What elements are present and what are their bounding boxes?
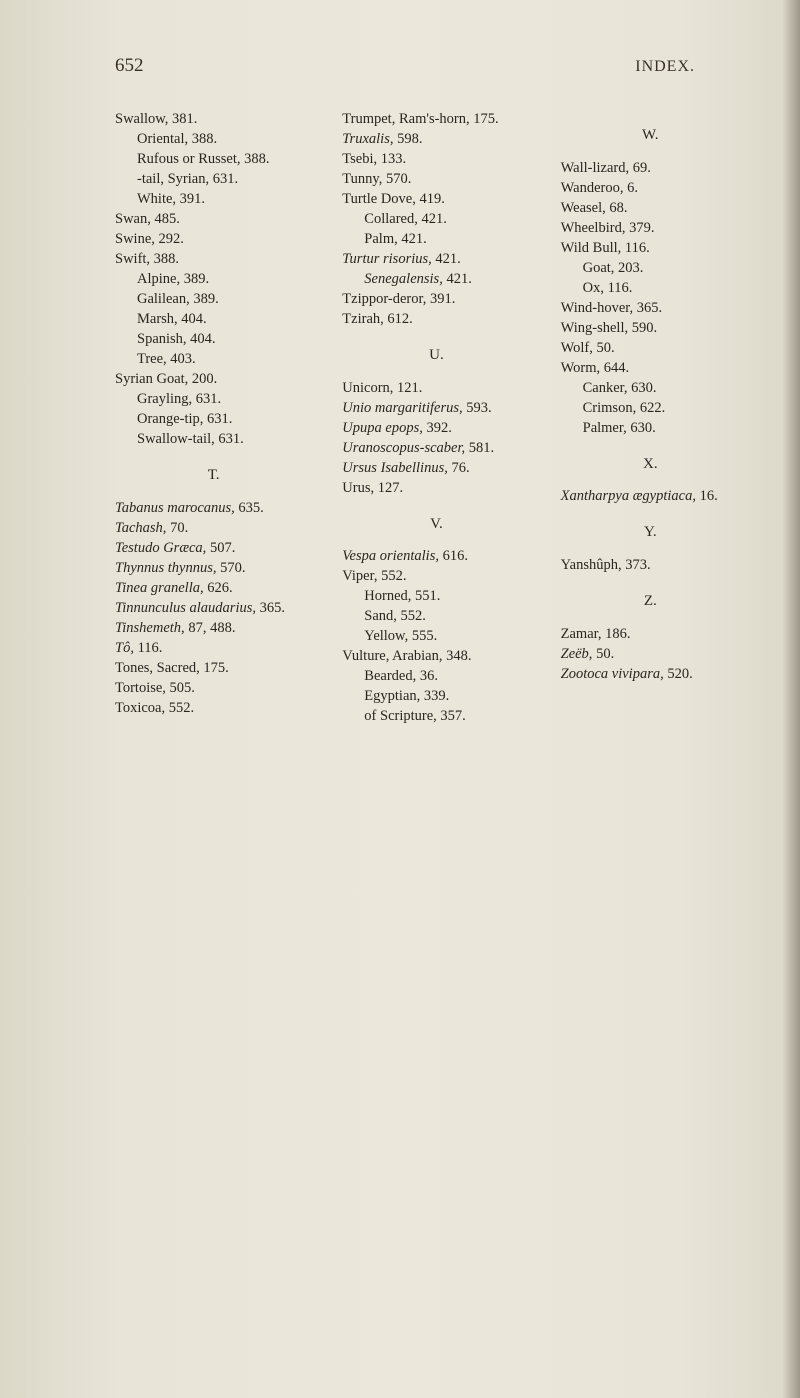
index-entry: Wing-shell, 590.: [561, 318, 740, 338]
index-entry: Tsebi, 133.: [342, 149, 530, 169]
index-entry: of Scripture, 357.: [342, 706, 530, 726]
index-entry: Oriental, 388.: [115, 129, 312, 149]
index-entry: Turtle Dove, 419.: [342, 189, 530, 209]
index-entry: Swift, 388.: [115, 249, 312, 269]
index-entry: Yellow, 555.: [342, 626, 530, 646]
index-entry: Thynnus thynnus, 570.: [115, 558, 312, 578]
index-entry: Ox, 116.: [561, 278, 740, 298]
index-entry: Alpine, 389.: [115, 269, 312, 289]
index-entry: Yanshûph, 373.: [561, 555, 740, 575]
index-entry: Toxicoa, 552.: [115, 698, 312, 718]
index-entry: Tinshemeth, 87, 488.: [115, 618, 312, 638]
index-entry: Palmer, 630.: [561, 418, 740, 438]
index-entry: Tzippor-deror, 391.: [342, 289, 530, 309]
page-shadow: [782, 0, 800, 1398]
index-entry: Weasel, 68.: [561, 198, 740, 218]
index-entry: Goat, 203.: [561, 258, 740, 278]
index-letter: V.: [342, 514, 530, 535]
index-letter: T.: [115, 465, 312, 486]
index-entry: Swine, 292.: [115, 229, 312, 249]
index-entry: Xantharpya ægyptiaca, 16.: [561, 486, 740, 506]
index-entry: Urus, 127.: [342, 478, 530, 498]
page-header: 652 INDEX.: [115, 55, 740, 77]
index-entry: -tail, Syrian, 631.: [115, 169, 312, 189]
index-entry: Rufous or Russet, 388.: [115, 149, 312, 169]
index-entry: Tô, 116.: [115, 638, 312, 658]
index-entry: Spanish, 404.: [115, 329, 312, 349]
index-entry: Tachash, 70.: [115, 518, 312, 538]
index-entry: Worm, 644.: [561, 358, 740, 378]
page: 652 INDEX. Swallow, 381.Oriental, 388.Ru…: [0, 0, 800, 766]
index-entry: Tones, Sacred, 175.: [115, 658, 312, 678]
index-entry: Syrian Goat, 200.: [115, 369, 312, 389]
index-entry: Vulture, Arabian, 348.: [342, 646, 530, 666]
index-entry: Collared, 421.: [342, 209, 530, 229]
index-entry: Sand, 552.: [342, 606, 530, 626]
index-entry: Canker, 630.: [561, 378, 740, 398]
index-entry: Tinnunculus alaudarius, 365.: [115, 598, 312, 618]
index-entry: Upupa epops, 392.: [342, 418, 530, 438]
index-entry: Tzirah, 612.: [342, 309, 530, 329]
index-entry: Wheelbird, 379.: [561, 218, 740, 238]
index-entry: Trumpet, Ram's-horn, 175.: [342, 109, 530, 129]
index-letter: X.: [561, 454, 740, 475]
index-entry: Vespa orientalis, 616.: [342, 546, 530, 566]
index-entry: Tunny, 570.: [342, 169, 530, 189]
index-entry: Orange-tip, 631.: [115, 409, 312, 429]
index-letter: U.: [342, 345, 530, 366]
index-entry: Testudo Græca, 507.: [115, 538, 312, 558]
index-entry: Zootoca vivipara, 520.: [561, 664, 740, 684]
index-entry: Crimson, 622.: [561, 398, 740, 418]
index-entry: Unio margaritiferus, 593.: [342, 398, 530, 418]
index-entry: Grayling, 631.: [115, 389, 312, 409]
section-title: INDEX.: [635, 58, 695, 76]
index-entry: Egyptian, 339.: [342, 686, 530, 706]
index-entry: Palm, 421.: [342, 229, 530, 249]
index-entry: Truxalis, 598.: [342, 129, 530, 149]
index-entry: Uranoscopus-scaber, 581.: [342, 438, 530, 458]
index-entry: Swallow-tail, 631.: [115, 429, 312, 449]
index-entry: Horned, 551.: [342, 586, 530, 606]
index-entry: Marsh, 404.: [115, 309, 312, 329]
index-entry: Wanderoo, 6.: [561, 178, 740, 198]
index-column-3: W. Wall-lizard, 69.Wanderoo, 6.Weasel, 68…: [561, 109, 740, 726]
index-entry: Tabanus marocanus, 635.: [115, 498, 312, 518]
index-column-1: Swallow, 381.Oriental, 388.Rufous or Rus…: [115, 109, 312, 726]
index-entry: Wild Bull, 116.: [561, 238, 740, 258]
index-entry: Galilean, 389.: [115, 289, 312, 309]
index-entry: Wall-lizard, 69.: [561, 158, 740, 178]
page-number: 652: [115, 55, 144, 77]
index-letter: Y.: [561, 522, 740, 543]
index-entry: Wolf, 50.: [561, 338, 740, 358]
index-entry: Swallow, 381.: [115, 109, 312, 129]
index-entry: Zamar, 186.: [561, 624, 740, 644]
index-entry: Tree, 403.: [115, 349, 312, 369]
index-entry: Tortoise, 505.: [115, 678, 312, 698]
index-entry: Zeëb, 50.: [561, 644, 740, 664]
index-entry: Wind-hover, 365.: [561, 298, 740, 318]
index-entry: Bearded, 36.: [342, 666, 530, 686]
index-columns: Swallow, 381.Oriental, 388.Rufous or Rus…: [115, 109, 740, 726]
index-entry: Swan, 485.: [115, 209, 312, 229]
index-entry: Turtur risorius, 421.: [342, 249, 530, 269]
index-letter: W.: [561, 125, 740, 146]
index-entry: White, 391.: [115, 189, 312, 209]
index-entry: Ursus Isabellinus, 76.: [342, 458, 530, 478]
index-letter: Z.: [561, 591, 740, 612]
index-column-2: Trumpet, Ram's-horn, 175.Truxalis, 598.T…: [342, 109, 530, 726]
index-entry: Viper, 552.: [342, 566, 530, 586]
index-entry: Unicorn, 121.: [342, 378, 530, 398]
index-entry: Tinea granella, 626.: [115, 578, 312, 598]
index-entry: Senegalensis, 421.: [342, 269, 530, 289]
